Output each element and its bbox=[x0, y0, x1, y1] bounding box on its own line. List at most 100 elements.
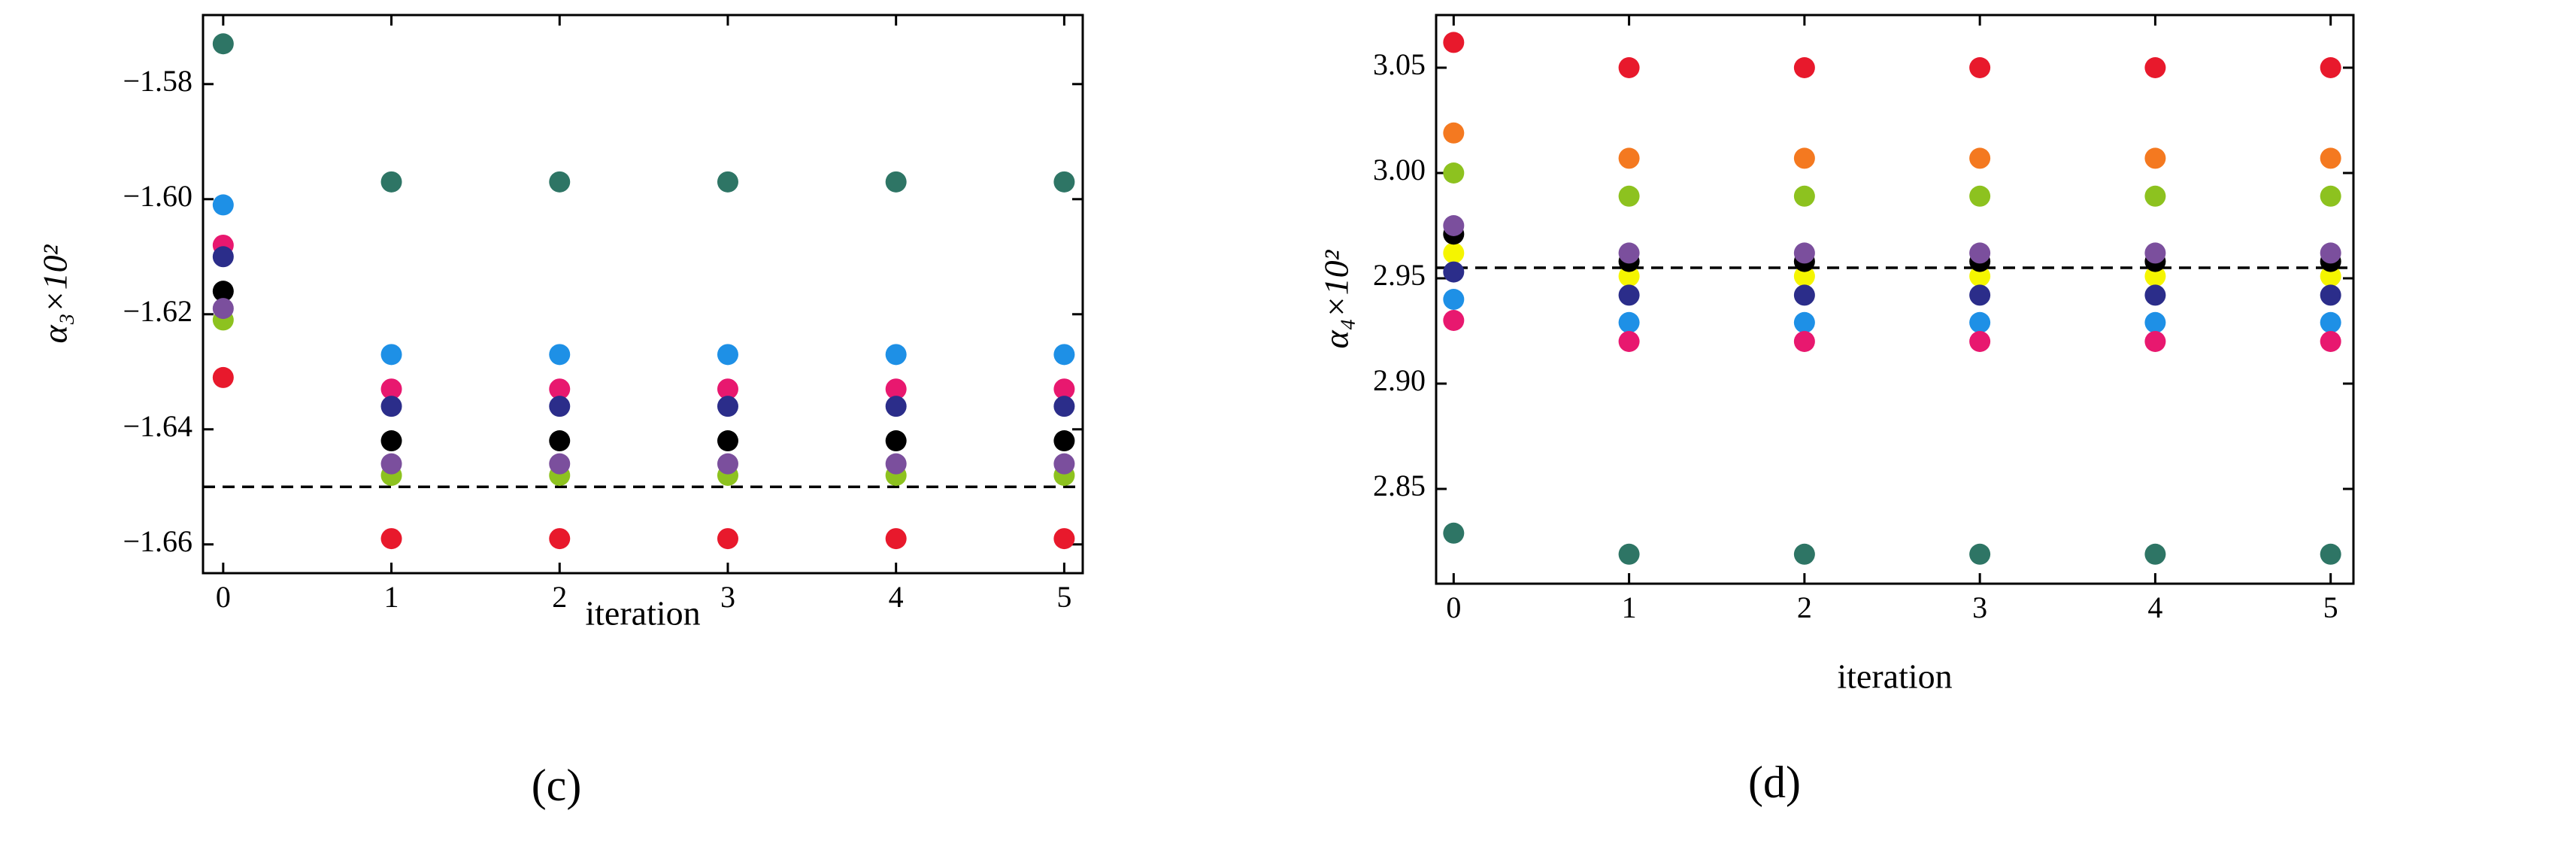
data-point bbox=[2144, 284, 2166, 306]
data-point bbox=[380, 453, 402, 475]
x-tick-label: 2 bbox=[552, 580, 567, 614]
x-tick-label: 2 bbox=[1797, 590, 1812, 624]
data-point bbox=[885, 344, 907, 366]
data-point bbox=[549, 344, 571, 366]
x-tick-label: 4 bbox=[889, 580, 904, 614]
data-point bbox=[2320, 242, 2341, 264]
data-point bbox=[380, 430, 402, 452]
data-point bbox=[2320, 311, 2341, 333]
data-point bbox=[1053, 344, 1075, 366]
y-axis-label: α₄×10² bbox=[1317, 249, 1356, 348]
data-point bbox=[2320, 147, 2341, 169]
y-tick-label: 2.90 bbox=[1373, 363, 1426, 397]
data-point bbox=[549, 430, 571, 452]
data-point bbox=[2144, 331, 2166, 352]
data-point bbox=[1443, 261, 1465, 283]
data-point bbox=[885, 378, 907, 400]
data-point bbox=[717, 528, 738, 550]
y-tick-label: 3.00 bbox=[1373, 153, 1426, 187]
data-point bbox=[1053, 528, 1075, 550]
data-point bbox=[212, 281, 234, 302]
data-point bbox=[2144, 242, 2166, 264]
data-point bbox=[1793, 242, 1815, 264]
data-point bbox=[1793, 185, 1815, 207]
data-point bbox=[1618, 242, 1640, 264]
data-point bbox=[1969, 266, 1991, 287]
data-point bbox=[717, 171, 738, 193]
data-point bbox=[885, 453, 907, 475]
data-point bbox=[1969, 311, 1991, 333]
data-point bbox=[1443, 310, 1465, 331]
data-point bbox=[1618, 185, 1640, 207]
plot-frame bbox=[1435, 14, 2355, 585]
data-point bbox=[1618, 284, 1640, 306]
y-tick-label: 2.85 bbox=[1373, 469, 1426, 502]
data-point bbox=[885, 528, 907, 550]
x-axis-label: iteration bbox=[585, 594, 700, 633]
data-point bbox=[549, 528, 571, 550]
x-tick-label: 3 bbox=[1972, 590, 1987, 624]
data-point bbox=[1793, 543, 1815, 565]
x-axis-label: iteration bbox=[1837, 657, 1952, 696]
data-point bbox=[1443, 522, 1465, 544]
data-point bbox=[380, 344, 402, 366]
data-point bbox=[2144, 311, 2166, 333]
data-point bbox=[2320, 266, 2341, 287]
data-point bbox=[717, 396, 738, 417]
panel-caption: (c) bbox=[532, 760, 582, 810]
data-point bbox=[1793, 311, 1815, 333]
x-tick-label: 0 bbox=[1446, 590, 1461, 624]
y-tick-label: −1.60 bbox=[123, 179, 192, 213]
data-point bbox=[212, 298, 234, 320]
data-point bbox=[1793, 266, 1815, 287]
x-tick-label: 0 bbox=[216, 580, 231, 614]
x-tick-label: 5 bbox=[2323, 590, 2338, 624]
data-point bbox=[212, 194, 234, 216]
data-point bbox=[549, 396, 571, 417]
data-point bbox=[2320, 57, 2341, 78]
data-point bbox=[1443, 122, 1465, 144]
data-point bbox=[1969, 331, 1991, 352]
data-point bbox=[717, 344, 738, 366]
data-point bbox=[1443, 215, 1465, 236]
y-tick-label: −1.66 bbox=[123, 524, 192, 558]
data-point bbox=[1969, 543, 1991, 565]
data-point bbox=[885, 171, 907, 193]
data-point bbox=[380, 396, 402, 417]
data-point bbox=[1969, 57, 1991, 78]
x-tick-label: 3 bbox=[720, 580, 735, 614]
data-point bbox=[1969, 185, 1991, 207]
data-point bbox=[1969, 242, 1991, 264]
data-point bbox=[717, 430, 738, 452]
data-point bbox=[1618, 543, 1640, 565]
data-point bbox=[212, 33, 234, 55]
data-point bbox=[1793, 57, 1815, 78]
data-point bbox=[380, 378, 402, 400]
data-point bbox=[1618, 147, 1640, 169]
data-point bbox=[2144, 57, 2166, 78]
data-point bbox=[2144, 147, 2166, 169]
data-point bbox=[1443, 242, 1465, 264]
plot-frame bbox=[202, 14, 1084, 575]
data-point bbox=[380, 528, 402, 550]
data-point bbox=[1443, 289, 1465, 310]
data-point bbox=[1443, 162, 1465, 184]
data-point bbox=[1053, 396, 1075, 417]
data-point bbox=[549, 378, 571, 400]
panel-caption: (d) bbox=[1748, 757, 1801, 807]
y-tick-label: 2.95 bbox=[1373, 258, 1426, 292]
data-point bbox=[1443, 32, 1465, 53]
data-point bbox=[549, 453, 571, 475]
y-tick-label: 3.05 bbox=[1373, 47, 1426, 81]
data-point bbox=[1618, 57, 1640, 78]
data-point bbox=[2320, 543, 2341, 565]
data-point bbox=[2144, 185, 2166, 207]
data-point bbox=[1969, 147, 1991, 169]
data-point bbox=[1793, 331, 1815, 352]
y-tick-label: −1.58 bbox=[123, 64, 192, 98]
data-point bbox=[212, 366, 234, 388]
data-point bbox=[1053, 430, 1075, 452]
data-point bbox=[2320, 185, 2341, 207]
data-point bbox=[380, 171, 402, 193]
